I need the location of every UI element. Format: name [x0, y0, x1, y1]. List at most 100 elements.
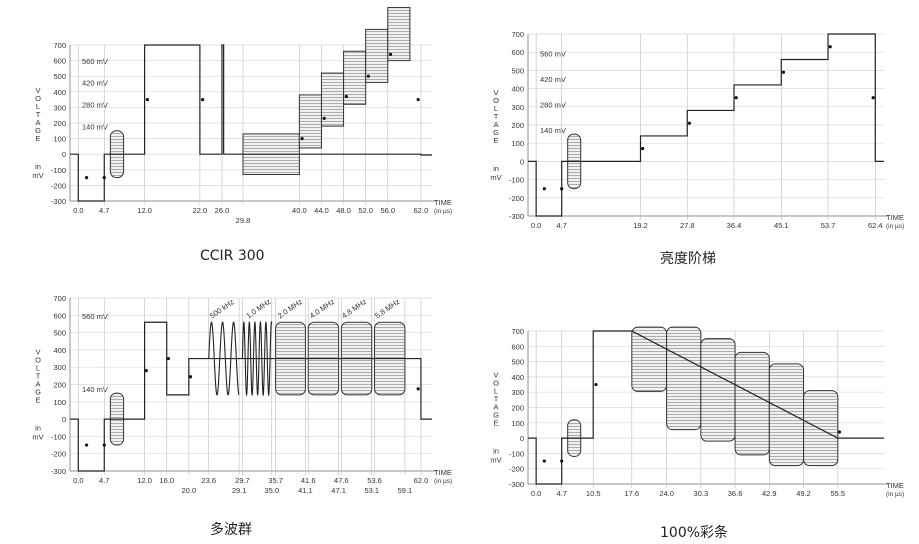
data-point — [102, 443, 106, 447]
y-tick-label: 300 — [53, 363, 66, 372]
y-tick-label: 600 — [511, 342, 524, 351]
x-axis-unit: (in µs) — [886, 223, 904, 230]
x-tick-label: 59.1 — [398, 486, 413, 495]
y-tick-label: -200 — [509, 194, 524, 203]
y-tick-label: -200 — [51, 450, 66, 459]
x-tick-label: 16.0 — [159, 476, 174, 485]
level-label: 560 mV — [82, 312, 108, 321]
y-axis-in: in — [493, 447, 499, 456]
x-tick-label: 53.6 — [367, 476, 382, 485]
y-tick-label: 0 — [520, 157, 524, 166]
x-tick-label: 0.0 — [73, 476, 83, 485]
chart-ccir300: 700 600 500 400 300 200 100 0 -100 -200 -300 560 mV… — [0, 0, 460, 275]
level-label: 420 mV — [540, 75, 566, 84]
y-tick-label: 500 — [511, 66, 524, 75]
frequency-label: 5.8 MHz — [373, 297, 401, 321]
y-axis-letter: E — [493, 136, 498, 145]
x-tick-label: 47.1 — [331, 486, 346, 495]
data-point — [594, 382, 598, 387]
y-axis-letter: G — [493, 411, 499, 420]
x-tick-label: 52.0 — [358, 206, 373, 215]
caption-luminance-steps: 亮度阶梯 — [660, 251, 716, 267]
burst-block — [666, 326, 702, 431]
y-axis-letter: A — [35, 380, 40, 389]
y-axis-letter: G — [35, 388, 41, 397]
y-tick-label: 300 — [53, 103, 66, 112]
y-tick-label: -300 — [509, 212, 524, 221]
data-point — [144, 369, 148, 373]
chart-luminance-steps: 700 600 500 400 300 200 100 0 -100 -200 -300 560 mV… — [460, 0, 919, 275]
data-point — [145, 98, 149, 102]
y-axis-letter: L — [494, 104, 498, 113]
data-point — [84, 176, 89, 180]
level-label: 560 mV — [82, 57, 108, 66]
y-axis-letter: E — [35, 396, 40, 405]
x-tick-label: 35.7 — [268, 476, 283, 485]
y-axis-letter: A — [493, 120, 498, 129]
waveform-line — [70, 44, 432, 202]
y-axis-letter: T — [494, 395, 499, 404]
y-tick-label: -100 — [509, 176, 524, 185]
chart-multiburst-svg: 700 600 500 400 300 200 100 0 -100 -200 -300 560 mV… — [32, 294, 452, 495]
y-tick-label: 0 — [62, 415, 66, 424]
burst-block — [734, 351, 770, 456]
x-axis-label: TIME — [434, 468, 452, 477]
burst-block — [387, 7, 411, 62]
y-tick-label: -200 — [51, 181, 66, 190]
level-label: 140 mV — [82, 122, 108, 131]
burst-block — [365, 28, 389, 83]
y-axis-letter: O — [35, 94, 41, 103]
y-axis-letter: V — [35, 348, 40, 357]
chart-color-bars: 700 600 500 400 300 200 100 0 -100 -200 -300 V O L T A G… — [460, 275, 919, 544]
x-tick-label: 49.2 — [796, 489, 811, 498]
sine-burst — [208, 321, 240, 396]
caption-color-bars: 100%彩条 — [660, 525, 729, 541]
x-tick-label: 0.0 — [531, 489, 541, 498]
y-tick-label: 500 — [511, 358, 524, 367]
x-tick-label: 20.0 — [182, 486, 197, 495]
y-tick-label: 100 — [53, 135, 66, 144]
x-tick-label: 44.0 — [314, 206, 329, 215]
y-axis-letter: A — [35, 118, 40, 127]
waveform-line — [70, 321, 432, 472]
y-axis-in: in — [35, 424, 41, 433]
x-tick-label: 12.0 — [137, 476, 152, 485]
x-tick-label: 45.1 — [774, 221, 789, 230]
data-point — [837, 430, 842, 434]
y-tick-label: 200 — [53, 119, 66, 128]
y-tick-label: 400 — [511, 85, 524, 94]
y-tick-label: -200 — [509, 465, 524, 474]
y-tick-label: 700 — [53, 294, 66, 303]
y-axis-letter: G — [35, 126, 41, 135]
y-tick-label: -100 — [509, 449, 524, 458]
x-axis-unit: (in µs) — [434, 208, 452, 215]
y-axis-letter: T — [36, 110, 41, 119]
y-tick-label: 100 — [53, 398, 66, 407]
x-tick-label: 47.6 — [334, 476, 349, 485]
x-tick-label: 22.0 — [193, 206, 208, 215]
y-tick-label: -300 — [51, 467, 66, 476]
x-tick-label: 53.7 — [821, 221, 836, 230]
waveform-line — [528, 330, 884, 485]
y-tick-label: 600 — [53, 311, 66, 320]
chart-luminance-steps-svg: 700 600 500 400 300 200 100 0 -100 -200 -300 560 mV… — [490, 30, 904, 230]
y-axis-letter: G — [493, 128, 499, 137]
y-tick-label: 700 — [53, 41, 66, 50]
y-axis-unit: mV — [32, 171, 43, 180]
y-axis-letter: V — [493, 371, 498, 380]
x-tick-label: 55.5 — [830, 489, 845, 498]
x-tick-label: 35.0 — [264, 486, 279, 495]
frequency-label: 4.8 MHz — [340, 297, 368, 321]
x-tick-label: 56.0 — [380, 206, 395, 215]
x-axis-label: TIME — [886, 481, 904, 490]
x-tick-label: 41.1 — [298, 486, 313, 495]
frequency-label: 500 kHz — [208, 297, 236, 320]
x-tick-label: 0.0 — [531, 221, 541, 230]
y-axis-letter: V — [493, 88, 498, 97]
chart-ccir300-svg: 700 600 500 400 300 200 100 0 -100 -200 -300 560 mV… — [32, 7, 452, 225]
x-axis-unit: (in µs) — [886, 491, 904, 498]
data-point — [344, 94, 348, 99]
y-axis-in: in — [35, 162, 41, 171]
